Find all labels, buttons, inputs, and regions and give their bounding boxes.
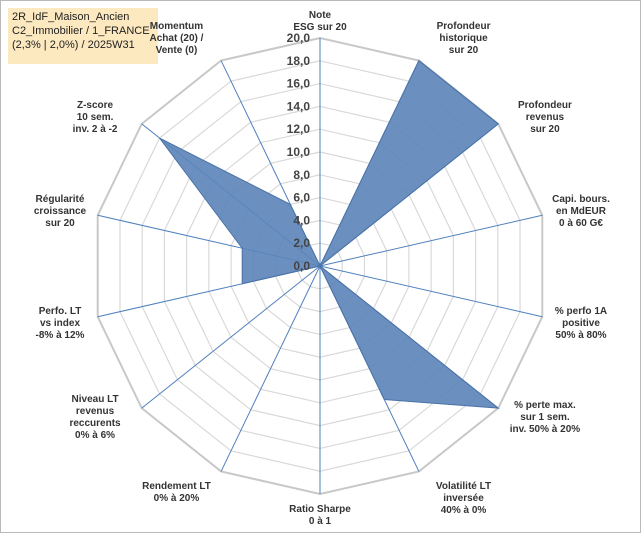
axis-label: Note ESG sur 20 bbox=[293, 10, 347, 33]
tick-label: 4,0 bbox=[293, 213, 310, 227]
axis-label: Perfo. LT vs index -8% à 12% bbox=[36, 306, 85, 341]
tick-label: 10,0 bbox=[287, 145, 311, 159]
axis-label: Volatilité LT inversée 40% à 0% bbox=[436, 481, 491, 516]
info-line-3: (2,3% | 2,0%) / 2025W31 bbox=[12, 39, 135, 51]
axis-label: % perte max. sur 1 sem. inv. 50% à 20% bbox=[510, 400, 581, 435]
tick-label: 0,0 bbox=[293, 259, 310, 273]
info-line-2: C2_Immobilier / 1_FRANCE bbox=[12, 25, 150, 37]
axis-label: Rendement LT 0% à 20% bbox=[142, 481, 211, 504]
axis-label: Capi. bours. en MdEUR 0 à 60 G€ bbox=[552, 194, 610, 229]
axis-label: % perfo 1A positive 50% à 80% bbox=[555, 306, 607, 341]
tick-label: 16,0 bbox=[287, 77, 311, 91]
axis-label: Momentum Achat (20) / Vente (0) bbox=[150, 21, 204, 56]
axis-label: Profondeur historique sur 20 bbox=[437, 21, 491, 56]
axis-label: Ratio Sharpe 0 à 1 bbox=[289, 504, 351, 527]
data-series-area bbox=[159, 59, 500, 409]
tick-label: 8,0 bbox=[293, 168, 310, 182]
tick-label: 20,0 bbox=[287, 31, 311, 45]
tick-label: 18,0 bbox=[287, 54, 311, 68]
axis-label: Niveau LT revenus reccurents 0% à 6% bbox=[69, 394, 121, 441]
info-line-1: 2R_IdF_Maison_Ancien bbox=[12, 11, 130, 23]
tick-label: 12,0 bbox=[287, 122, 311, 136]
tick-label: 6,0 bbox=[293, 191, 310, 205]
tick-label: 2,0 bbox=[293, 236, 310, 250]
axis-spoke bbox=[319, 214, 543, 267]
axis-spoke bbox=[220, 265, 321, 472]
axis-label: Régularité croissance sur 20 bbox=[34, 194, 87, 229]
axis-spoke bbox=[141, 265, 321, 409]
tick-label: 14,0 bbox=[287, 99, 311, 113]
axis-spoke bbox=[319, 265, 543, 318]
chart-info-box: 2R_IdF_Maison_Ancien C2_Immobilier / 1_F… bbox=[8, 8, 158, 64]
axis-label: Z-score 10 sem. inv. 2 à -2 bbox=[73, 100, 118, 135]
axis-label: Profondeur revenus sur 20 bbox=[518, 100, 572, 135]
